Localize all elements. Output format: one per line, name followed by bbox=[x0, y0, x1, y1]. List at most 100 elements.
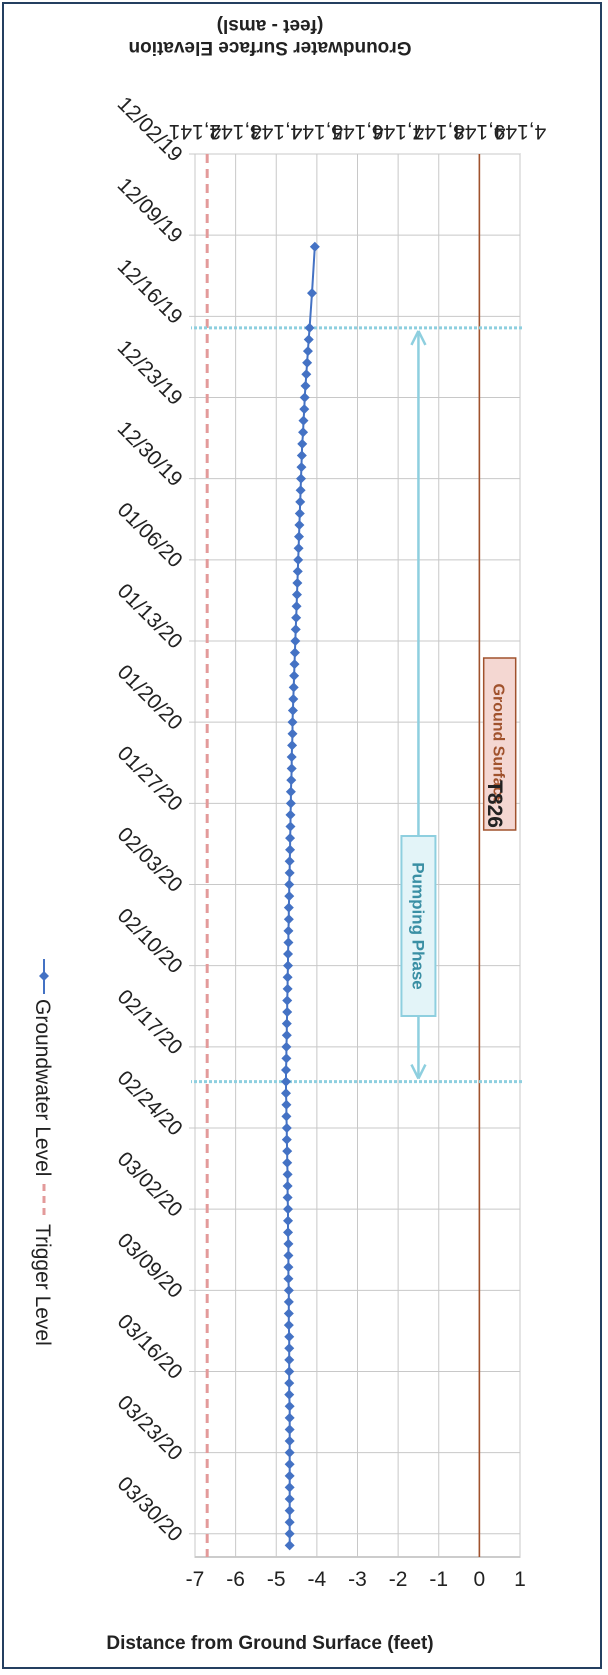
groundwater-point bbox=[282, 983, 293, 994]
groundwater-point bbox=[283, 1285, 294, 1296]
groundwater-point bbox=[294, 520, 305, 531]
x-tick-label: 02/03/20 bbox=[113, 823, 187, 897]
y-tick-labels: 1 0 -1 -2 -3 -4 -5 -6 -7 bbox=[186, 1568, 526, 1591]
x-tick-label: 03/23/20 bbox=[113, 1391, 187, 1465]
groundwater-point bbox=[297, 438, 308, 449]
x-tick-label: 01/27/20 bbox=[113, 742, 187, 816]
groundwater-point bbox=[293, 554, 304, 565]
pumping-phase-label: Pumping Phase bbox=[408, 862, 427, 990]
groundwater-point bbox=[284, 1470, 295, 1481]
groundwater-point bbox=[289, 647, 300, 658]
x-tick-label: 03/30/20 bbox=[113, 1472, 187, 1546]
groundwater-point bbox=[284, 867, 295, 878]
annotations: Ground Surface Pumping Phase bbox=[400, 657, 517, 1017]
groundwater-point bbox=[281, 1065, 291, 1076]
x-tick-label: 12/30/19 bbox=[113, 417, 187, 491]
groundwater-point bbox=[284, 1424, 295, 1435]
groundwater-point bbox=[281, 1041, 292, 1052]
groundwater-point bbox=[282, 1192, 293, 1203]
groundwater-point bbox=[302, 346, 313, 357]
groundwater-point bbox=[301, 369, 312, 380]
y-tick-label: -1 bbox=[429, 1568, 448, 1591]
groundwater-point bbox=[281, 1111, 292, 1122]
groundwater-point bbox=[286, 763, 297, 774]
groundwater-point bbox=[283, 1308, 294, 1319]
groundwater-point bbox=[291, 589, 302, 600]
groundwater-point bbox=[300, 380, 311, 391]
x-tick-label: 03/16/20 bbox=[113, 1310, 187, 1384]
x-tick-label: 01/06/20 bbox=[113, 498, 187, 572]
y2-tick-label: 4,143 bbox=[250, 120, 303, 143]
y-tick-label: -7 bbox=[186, 1568, 205, 1591]
y2-tick-label: 4,148 bbox=[453, 120, 506, 143]
groundwater-point bbox=[284, 856, 295, 867]
y2-tick-labels: 4,1494,1484,1474,1464,1454,1444,1434,142… bbox=[169, 120, 547, 143]
groundwater-point bbox=[283, 902, 294, 913]
legend-trigger-label: Trigger Level bbox=[31, 1224, 54, 1346]
groundwater-point bbox=[292, 566, 303, 577]
y2-tick-label: 4,142 bbox=[209, 120, 262, 143]
chart-title: T826 bbox=[483, 780, 506, 828]
groundwater-point bbox=[284, 1412, 295, 1423]
groundwater-point bbox=[287, 740, 298, 751]
y-tick-label: -2 bbox=[389, 1568, 408, 1591]
pumping-phase-arrowhead-end bbox=[410, 1064, 427, 1080]
groundwater-point bbox=[281, 1122, 292, 1133]
groundwater-point bbox=[286, 751, 297, 762]
groundwater-point bbox=[295, 485, 306, 496]
legend-groundwater-marker bbox=[39, 971, 49, 981]
groundwater-point bbox=[283, 1262, 294, 1273]
groundwater-point bbox=[283, 1204, 294, 1215]
pumping-phase-box bbox=[400, 835, 437, 1017]
groundwater-point bbox=[284, 1528, 295, 1539]
groundwater-point bbox=[283, 1273, 294, 1284]
y2-tick-label: 4,149 bbox=[494, 120, 547, 143]
groundwater-point bbox=[284, 879, 295, 890]
groundwater-point bbox=[304, 322, 315, 333]
groundwater-point bbox=[283, 937, 294, 948]
groundwater-point bbox=[284, 1389, 295, 1400]
y2-axis-title-line1: Groundwater Surface Elevation bbox=[129, 37, 412, 58]
groundwater-point bbox=[291, 601, 302, 612]
groundwater-point bbox=[293, 543, 304, 554]
groundwater-point bbox=[284, 1482, 295, 1493]
chart-marks bbox=[191, 154, 522, 1557]
groundwater-point bbox=[285, 821, 296, 832]
groundwater-point bbox=[283, 1227, 294, 1238]
groundwater-point bbox=[290, 635, 301, 646]
groundwater-point bbox=[283, 949, 294, 960]
x-tick-label: 02/17/20 bbox=[113, 985, 187, 1059]
groundwater-point bbox=[294, 531, 304, 542]
groundwater-point bbox=[283, 1215, 294, 1226]
groundwater-point bbox=[281, 1018, 292, 1029]
groundwater-point bbox=[281, 1076, 291, 1087]
groundwater-point bbox=[283, 1296, 294, 1307]
y2-tick-label: 4,147 bbox=[412, 120, 465, 143]
groundwater-point bbox=[282, 1157, 293, 1168]
groundwater-point bbox=[283, 914, 294, 925]
x-tick-label: 01/20/20 bbox=[113, 661, 187, 735]
x-tick-label: 12/09/19 bbox=[113, 174, 187, 248]
groundwater-point bbox=[283, 1250, 294, 1261]
groundwater-point bbox=[281, 1088, 291, 1099]
groundwater-point bbox=[309, 241, 320, 252]
y2-tick-label: 4,141 bbox=[169, 120, 222, 143]
groundwater-point bbox=[287, 717, 298, 728]
x-tick-label: 02/24/20 bbox=[113, 1066, 187, 1140]
x-tick-label: 03/02/20 bbox=[113, 1148, 187, 1222]
groundwater-point bbox=[283, 960, 294, 971]
groundwater-point bbox=[284, 1540, 295, 1551]
y2-axis-title-line2: (feet - amsl) bbox=[217, 15, 324, 36]
groundwater-point bbox=[281, 1099, 292, 1110]
groundwater-point bbox=[285, 844, 296, 855]
ground-surface-label: Ground Surface bbox=[490, 684, 507, 805]
groundwater-point bbox=[290, 624, 301, 635]
groundwater-point bbox=[281, 1134, 292, 1145]
y-tick-label: -6 bbox=[226, 1568, 245, 1591]
groundwater-point bbox=[302, 357, 313, 368]
groundwater-point bbox=[289, 670, 300, 681]
groundwater-point bbox=[284, 1343, 295, 1354]
legend-groundwater-label: Groundwater Level bbox=[31, 999, 54, 1176]
y-tick-label: 0 bbox=[474, 1568, 486, 1591]
